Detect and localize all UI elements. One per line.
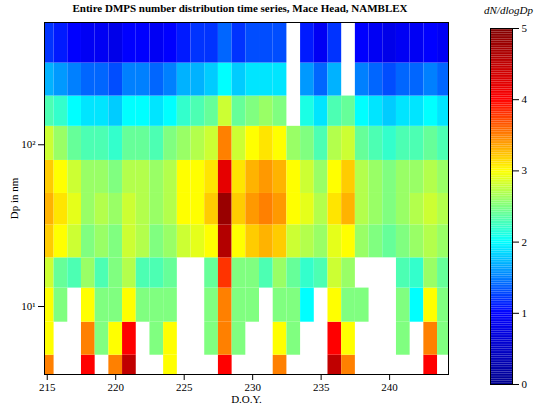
svg-text:1: 1 (522, 307, 528, 319)
svg-text:0: 0 (522, 378, 528, 390)
svg-text:4: 4 (522, 93, 528, 105)
html-text:dN/dlogDp: dN/dlogDp (484, 4, 533, 16)
svg-text:10¹: 10¹ (21, 300, 35, 312)
svg-text:D.O.Y.: D.O.Y. (231, 393, 262, 405)
svg-text:10²: 10² (21, 138, 36, 150)
svg-text:240: 240 (381, 381, 398, 393)
svg-text:230: 230 (244, 381, 261, 393)
svg-text:5: 5 (522, 22, 528, 34)
svg-text:2: 2 (522, 236, 528, 248)
svg-text:235: 235 (313, 381, 330, 393)
svg-text:Dp in nm: Dp in nm (8, 177, 20, 219)
svg-text:220: 220 (107, 381, 124, 393)
svg-text:225: 225 (176, 381, 193, 393)
html-text:Entire DMPS number distributio: Entire DMPS number distribution time ser… (72, 2, 408, 14)
svg-text:215: 215 (39, 381, 56, 393)
svg-text:3: 3 (522, 164, 528, 176)
